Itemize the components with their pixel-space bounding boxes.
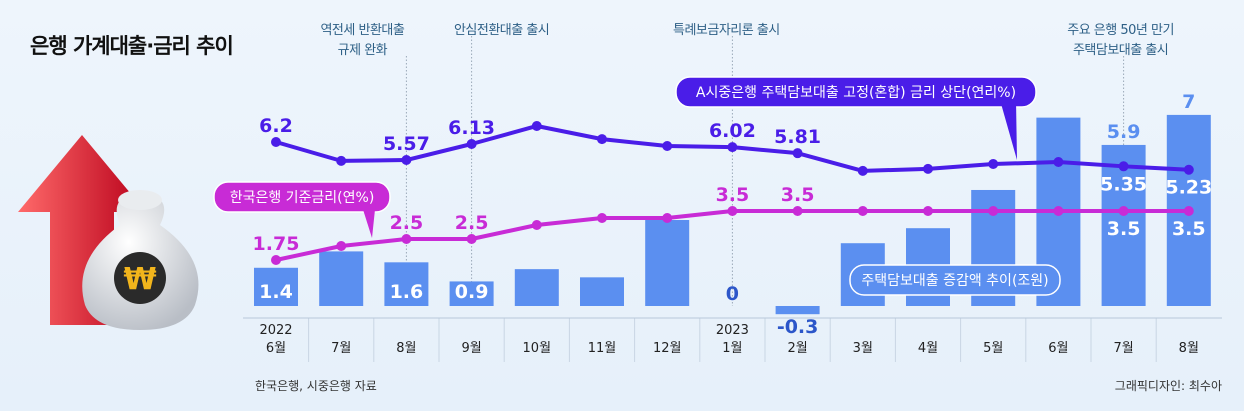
mortgage-rate-label: 5.35 [1100, 173, 1147, 195]
annotation-text: 주요 은행 50년 만기 [1067, 22, 1174, 38]
x-tick-label: 10월 [523, 341, 552, 356]
chart-title: 은행 가계대출·금리 추이 [30, 34, 234, 58]
bar [1101, 144, 1146, 306]
x-tick-label: 2월 [787, 341, 807, 356]
mortgage-rate-point [923, 163, 933, 174]
base-rate-point [923, 206, 933, 216]
legend-mortgage-loan-change-text: 주택담보대출 증감액 추이(조원) [861, 273, 1048, 289]
base-rate-point [792, 206, 803, 216]
bar-value-label: 7 [1182, 91, 1195, 113]
base-rate-point [662, 213, 673, 223]
legend-mortgage-rate-text: A시중은행 주택담보대출 고정(혼합) 금리 상단(연리%) [696, 85, 1016, 101]
base-rate-point [1053, 206, 1064, 216]
mortgage-rate-point [1053, 157, 1064, 168]
bar [319, 251, 364, 306]
x-tick-label: 1월 [722, 341, 742, 356]
x-tick-label: 3월 [853, 341, 873, 356]
x-tick-label: 6월 [266, 341, 286, 356]
mortgage-rate-point [401, 155, 412, 166]
base-rate-label: 2.5 [390, 212, 424, 234]
legend-mortgage-rate-tail [1000, 100, 1017, 160]
annotation-text: 규제 완화 [338, 43, 388, 58]
bar-value-label: 1.4 [259, 281, 293, 303]
mortgage-rate-label: 5.57 [383, 133, 430, 155]
base-rate-point [857, 206, 868, 216]
mortgage-rate-point [271, 137, 281, 147]
base-rate-point [1183, 206, 1194, 216]
legend-mortgage-rate-box [675, 76, 1037, 108]
mortgage-rate-point [988, 159, 999, 170]
bar-value-label: 0 [726, 283, 739, 305]
base-rate-point [466, 234, 477, 244]
legend-base-rate-tail [360, 200, 376, 238]
base-rate-point [401, 234, 412, 244]
legend-base-rate-box [213, 181, 391, 213]
base-rate-label: 3.5 [716, 184, 750, 206]
base-rate-label: 3.5 [781, 184, 815, 206]
money-bag-up-arrow-illustration: ₩ [18, 135, 199, 330]
mortgage-rate-label: 6.2 [259, 115, 293, 137]
x-tick-label: 5월 [983, 341, 1003, 356]
bar-value-label: 5.9 [1107, 121, 1141, 143]
bar [645, 220, 690, 306]
bar [449, 281, 494, 306]
x-tick-label: 8월 [1179, 341, 1199, 356]
mortgage-rate-point [857, 165, 868, 176]
source-note: 한국은행, 시중은행 자료 [255, 379, 377, 393]
bar [254, 267, 298, 306]
base-rate-label: 3.5 [1107, 218, 1141, 240]
bar [514, 269, 559, 306]
mortgage-rate-point [792, 148, 803, 159]
x-tick-label: 9월 [461, 341, 481, 356]
x-tick-label: 11월 [588, 341, 617, 356]
x-tick-label: 4월 [918, 341, 938, 356]
x-tick-label: 6월 [1048, 341, 1068, 356]
x-tick-year: 2023 [716, 323, 749, 338]
x-tick-label: 7월 [1113, 341, 1133, 356]
mortgage-rate-point [727, 142, 738, 153]
x-tick-label: 12월 [653, 341, 682, 356]
base-rate-point [597, 213, 607, 223]
base-rate-label: 2.5 [455, 212, 489, 234]
x-tick-label: 8월 [396, 341, 416, 356]
base-rate-point [727, 206, 738, 216]
x-tick-year: 2022 [259, 323, 292, 338]
mortgage-rate-point [336, 155, 347, 166]
graphic-credit: 그래픽디자인: 최수아 [1114, 379, 1222, 393]
bar-value-label: -0.3 [777, 316, 819, 338]
base-rate-point [336, 241, 347, 251]
base-rate-point [1118, 206, 1129, 216]
mortgage-rate-point [1183, 164, 1194, 175]
base-rate-point [988, 206, 999, 216]
base-rate-label: 3.5 [1172, 218, 1206, 240]
mortgage-rate-label: 6.02 [709, 120, 756, 142]
legend-base-rate-text: 한국은행 기준금리(연%) [230, 190, 375, 206]
mortgage-rate-point [466, 139, 477, 150]
bar-value-label: 1.6 [390, 281, 424, 303]
x-tick-label: 7월 [331, 341, 351, 356]
base-rate-label: 1.75 [253, 233, 300, 255]
bar [580, 277, 624, 306]
mortgage-rate-point [531, 120, 542, 131]
mortgage-rate-label: 5.81 [774, 126, 821, 148]
mortgage-rate-point [1118, 161, 1129, 172]
legend-mortgage-loan-change-box [849, 264, 1061, 296]
bar [775, 306, 820, 315]
bar-value-label: 0.9 [455, 281, 489, 303]
won-coin-icon [114, 252, 166, 304]
base-rate-point [531, 220, 542, 230]
annotation-text: 특례보금자리론 출시 [673, 23, 780, 38]
annotation-text: 주택담보대출 출시 [1073, 43, 1168, 58]
annotation-text: 역전세 반환대출 [320, 23, 404, 38]
svg-text:₩: ₩ [123, 262, 156, 297]
annotation-text: 안심전환대출 출시 [454, 23, 549, 38]
bar [384, 262, 429, 306]
mortgage-rate-point [597, 134, 607, 145]
base-rate-point [271, 255, 281, 265]
mortgage-rate-label: 5.23 [1165, 177, 1212, 199]
mortgage-rate-point [662, 141, 673, 152]
mortgage-rate-label: 6.13 [448, 117, 495, 139]
